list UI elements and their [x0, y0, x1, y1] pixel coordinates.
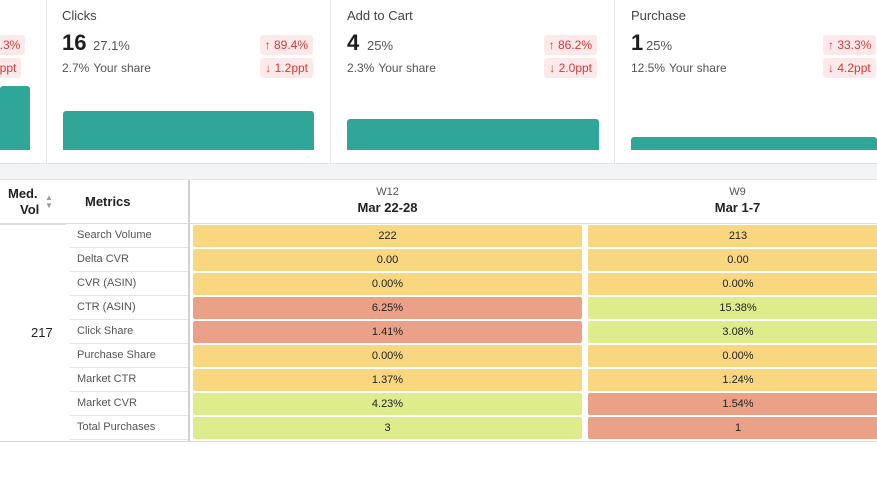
card-title: Add to Cart — [347, 8, 413, 23]
change-down-badge: ↓ 4.2ppt — [823, 58, 876, 78]
funnel-bar — [347, 119, 599, 150]
week-label: W12 — [376, 186, 399, 198]
value-cell: 0.00% — [588, 345, 877, 367]
card-percent: 27.1% — [93, 38, 130, 53]
value-cell: 1.54% — [588, 393, 877, 415]
sort-icon[interactable]: ▲ ▼ — [45, 193, 53, 210]
share-label: Your share — [93, 61, 151, 75]
metric-label: Total Purchases — [70, 416, 188, 440]
funnel-card-purchase: Purchase 1 25% 12.5% Your share ↑ 33.3% ↓… — [615, 0, 877, 163]
metric-label: Click Share — [70, 320, 188, 344]
card-share: 2.7% Your share — [62, 61, 151, 75]
value-cell: 3.08% — [588, 321, 877, 343]
value-cell: 1 — [588, 417, 877, 439]
change-up-badge: ↑ 89.4% — [259, 35, 313, 55]
funnel-card-add-to-cart: Add to Cart 4 25% 2.3% Your share ↑ 86.2%… — [331, 0, 615, 163]
funnel-bar — [631, 137, 877, 150]
med-vol-header-line1: Med. — [8, 186, 38, 201]
med-vol-header-line2: Vol — [20, 202, 40, 217]
share-value: 2.3% — [347, 61, 375, 75]
med-vol-value: 217 — [31, 325, 53, 340]
card-title: Clicks — [62, 8, 97, 23]
value-cell: 6.25% — [193, 297, 582, 319]
value-cell: 0.00 — [193, 249, 582, 271]
value-cell: 1.24% — [588, 369, 877, 391]
share-value: 12.5% — [631, 61, 666, 75]
metric-label: CTR (ASIN) — [70, 296, 188, 320]
share-label: Your share — [378, 61, 436, 75]
card-share: 2.3% Your share — [347, 61, 436, 75]
weekly-metrics-table: Med. Vol ▲ ▼ Metrics W12 Mar 22-28 W9 Mar… — [0, 180, 877, 442]
share-label: Your share — [669, 61, 727, 75]
card-count: 16 — [62, 30, 87, 55]
value-cell: 0.00 — [588, 249, 877, 271]
week-column-header: W9 Mar 1-7 — [585, 180, 877, 224]
metrics-header: Metrics — [66, 180, 190, 224]
section-divider — [0, 163, 877, 180]
week-label: W9 — [729, 186, 746, 198]
change-up-badge: ↑ 33.3% — [823, 35, 877, 55]
card-percent: 25% — [646, 38, 673, 53]
change-down-badge: 1ppt — [0, 58, 22, 78]
change-down-badge: ↓ 1.2ppt — [260, 58, 313, 78]
value-cell: 1.37% — [193, 369, 582, 391]
funnel-card-clicks: Clicks 16 27.1% 2.7% Your share ↑ 89.4% ↓… — [47, 0, 331, 163]
funnel-bar — [63, 111, 314, 150]
card-share: 12.5% Your share — [631, 61, 727, 75]
value-cell: 1.41% — [193, 321, 582, 343]
card-count: 4 — [347, 30, 360, 55]
value-cell: 222 — [193, 225, 582, 247]
card-percent: 25% — [367, 38, 394, 53]
metric-labels-column — [66, 224, 190, 441]
metric-label: Market CTR — [70, 368, 188, 392]
value-cell: 0.00% — [193, 273, 582, 295]
card-title: Purchase — [631, 8, 686, 23]
share-value: 2.7% — [62, 61, 90, 75]
metrics-header-label: Metrics — [85, 194, 131, 209]
card-count: 1 — [631, 30, 644, 55]
change-up-badge: ↑ 86.2% — [543, 35, 597, 55]
metric-label: Delta CVR — [70, 248, 188, 272]
change-up-badge: 3.3% — [0, 35, 26, 55]
value-cell: 213 — [588, 225, 877, 247]
week-range: Mar 1-7 — [714, 200, 761, 215]
value-cell: 15.38% — [588, 297, 877, 319]
table-bottom-border — [0, 441, 877, 442]
med-vol-cell: 217 — [0, 224, 66, 441]
funnel-summary: 3.3% 1ppt Clicks 16 27.1% 2.7%Your share… — [0, 0, 877, 163]
change-down-badge: ↓ 2.0ppt — [544, 58, 597, 78]
metric-label: Search Volume — [70, 224, 188, 248]
value-cell: 4.23% — [193, 393, 582, 415]
value-cell: 3 — [193, 417, 582, 439]
value-cell: 0.00% — [588, 273, 877, 295]
funnel-card-partial: 3.3% 1ppt — [0, 0, 47, 163]
metric-label: Market CVR — [70, 392, 188, 416]
metric-label: Purchase Share — [70, 344, 188, 368]
week-column-header: W12 Mar 22-28 — [190, 180, 585, 224]
value-cell: 0.00% — [193, 345, 582, 367]
week-range: Mar 22-28 — [357, 200, 418, 215]
med-vol-header[interactable]: Med. Vol ▲ ▼ — [0, 180, 66, 224]
metric-label: CVR (ASIN) — [70, 272, 188, 296]
funnel-bar — [0, 86, 30, 150]
